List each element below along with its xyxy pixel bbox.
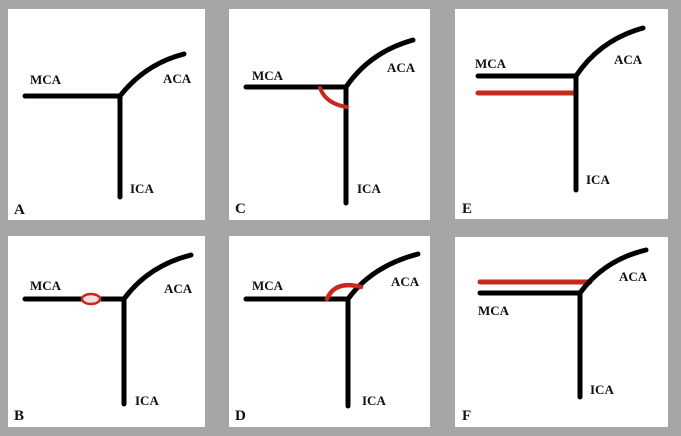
aca-vessel (121, 252, 194, 302)
ica-label: ICA (590, 382, 614, 397)
panel-a: MCA ACA ICA A (8, 9, 205, 220)
highlight-ellipse (80, 292, 102, 306)
panel-d-background (229, 236, 430, 427)
aca-vessel (117, 51, 187, 99)
aca-vessel (345, 251, 421, 302)
panel-f: ACA MCA ICA F (455, 237, 668, 427)
ica-label: ICA (586, 172, 610, 187)
mca-label: MCA (252, 68, 284, 83)
panel-e-background (455, 9, 668, 219)
aca-label: ACA (164, 281, 193, 296)
panel-e: MCA ACA ICA E (455, 9, 668, 219)
panel-c: MCA ACA ICA C (229, 9, 430, 220)
mca-label: MCA (252, 278, 284, 293)
aca-vessel (573, 25, 646, 79)
panel-c-background (229, 9, 430, 220)
mca-label: MCA (30, 72, 62, 87)
highlight-arc (324, 282, 364, 302)
panel-f-background (455, 237, 668, 427)
aca-label: ACA (614, 52, 643, 67)
panel-a-background (8, 9, 205, 220)
aca-label: ACA (391, 274, 420, 289)
mca-label: MCA (478, 303, 510, 318)
panel-d: MCA ACA ICA D (229, 236, 430, 427)
aca-vessel (577, 247, 649, 296)
panel-b-background (8, 236, 205, 427)
mca-label: MCA (30, 278, 62, 293)
ica-label: ICA (130, 181, 154, 196)
panel-letter: A (14, 202, 25, 218)
panel-letter: C (235, 201, 246, 217)
panel-letter: F (462, 408, 471, 424)
panel-letter: B (14, 408, 24, 424)
aca-label: ACA (163, 71, 192, 86)
panel-letter: D (235, 408, 246, 424)
ica-label: ICA (135, 393, 159, 408)
mca-label: MCA (475, 56, 507, 71)
panel-b: MCA ACA ICA B (8, 236, 205, 427)
panel-letter: E (462, 201, 472, 217)
aca-label: ACA (619, 269, 648, 284)
ica-label: ICA (357, 181, 381, 196)
aca-label: ACA (387, 60, 416, 75)
ica-label: ICA (362, 393, 386, 408)
aca-vessel (343, 37, 416, 90)
highlight-arc (318, 86, 349, 109)
